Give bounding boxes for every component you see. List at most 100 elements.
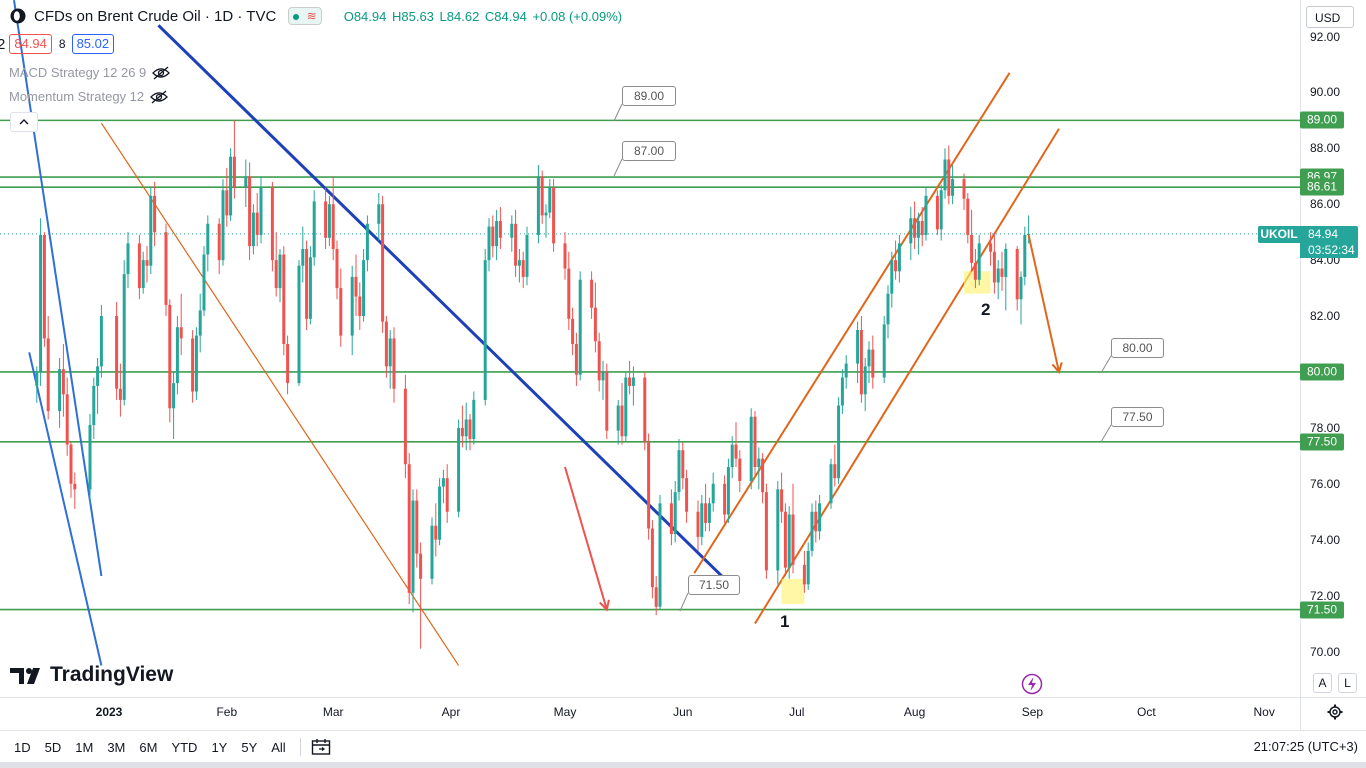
candle bbox=[601, 360, 605, 400]
currency-select[interactable]: USD bbox=[1306, 6, 1354, 28]
candle-body bbox=[464, 419, 468, 437]
callout-80[interactable]: 80.00 bbox=[1111, 338, 1164, 358]
ascending-channel-upper[interactable] bbox=[693, 72, 1011, 574]
candle bbox=[1019, 271, 1023, 325]
wave-icon: ≋ bbox=[306, 9, 317, 23]
candle bbox=[840, 369, 844, 414]
highlight-zone-2[interactable] bbox=[964, 271, 991, 294]
candle bbox=[871, 335, 875, 389]
range-3m-button[interactable]: 3M bbox=[107, 739, 126, 755]
candle bbox=[301, 226, 305, 283]
candle bbox=[206, 215, 210, 272]
forecast-arrow[interactable] bbox=[1027, 234, 1060, 373]
past-arrow[interactable] bbox=[564, 466, 608, 610]
symbol-title[interactable]: CFDs on Brent Crude Oil · 1D · TVC bbox=[34, 7, 277, 25]
candle bbox=[909, 207, 913, 261]
descending-channel-orange[interactable] bbox=[100, 122, 460, 666]
price-tick-label: 90.00 bbox=[1310, 85, 1341, 100]
candle-body bbox=[962, 179, 966, 199]
eye-hidden-icon[interactable] bbox=[152, 66, 171, 80]
candle-body bbox=[305, 248, 309, 319]
indicator-momentum[interactable]: Momentum Strategy 12 bbox=[9, 89, 169, 104]
toolbar-divider bbox=[299, 738, 301, 756]
wave-label-1: 1 bbox=[780, 612, 790, 631]
bid-box[interactable]: 84.94 bbox=[9, 34, 52, 54]
candle-body bbox=[605, 371, 609, 431]
range-1m-button[interactable]: 1M bbox=[75, 739, 94, 755]
wave-label-2: 2 bbox=[981, 300, 991, 319]
range-1d-button[interactable]: 1D bbox=[14, 739, 31, 755]
callout-89[interactable]: 89.00 bbox=[622, 86, 676, 106]
callout-87[interactable]: 87.00 bbox=[622, 141, 676, 161]
compare-pill[interactable]: ≋ bbox=[288, 7, 322, 25]
candle-body bbox=[525, 234, 529, 277]
ask-box[interactable]: 85.02 bbox=[71, 34, 115, 54]
candle bbox=[194, 327, 198, 400]
highlight-zone-1[interactable] bbox=[781, 578, 805, 604]
candle bbox=[590, 271, 594, 319]
candle-body bbox=[677, 450, 681, 493]
settings-gear-icon[interactable] bbox=[1327, 704, 1343, 720]
time-tick-label: Apr bbox=[441, 705, 461, 719]
watermark-text: TradingView bbox=[50, 663, 174, 686]
candle bbox=[244, 159, 248, 208]
candle bbox=[711, 472, 715, 512]
candle-body bbox=[191, 338, 195, 392]
candle-body bbox=[658, 503, 662, 607]
descending-trendline[interactable] bbox=[157, 24, 726, 580]
candle-body bbox=[58, 369, 62, 412]
candle bbox=[548, 179, 552, 219]
candle-body bbox=[791, 514, 795, 565]
indicator-macd[interactable]: MACD Strategy 12 26 9 bbox=[9, 65, 171, 80]
candle-body bbox=[468, 419, 472, 440]
range-6m-button[interactable]: 6M bbox=[139, 739, 158, 755]
ascending-channel-lower[interactable] bbox=[754, 128, 1060, 625]
lightning-icon[interactable] bbox=[1021, 673, 1043, 695]
range-5d-button[interactable]: 5D bbox=[44, 739, 62, 755]
callout-77-50[interactable]: 77.50 bbox=[1111, 407, 1164, 427]
candle-body bbox=[217, 223, 221, 261]
candle bbox=[943, 148, 947, 199]
low-value: L84.62 bbox=[439, 8, 480, 24]
candle bbox=[434, 503, 438, 557]
candle bbox=[935, 190, 939, 235]
descending-thin-blue[interactable] bbox=[28, 352, 103, 666]
descending-thin-blue[interactable] bbox=[13, 0, 103, 577]
level-price-tag: 80.00 bbox=[1300, 363, 1344, 381]
price-tick-label: 88.00 bbox=[1310, 141, 1341, 156]
candle bbox=[818, 494, 822, 540]
range-5y-button[interactable]: 5Y bbox=[241, 739, 258, 755]
candle-body bbox=[137, 243, 141, 289]
candle bbox=[225, 167, 229, 227]
range-ytd-button[interactable]: YTD bbox=[171, 739, 198, 755]
candle-body bbox=[301, 248, 305, 266]
candle-body bbox=[510, 223, 514, 238]
candle-body bbox=[384, 321, 388, 367]
candle-body bbox=[175, 327, 179, 384]
clock-timezone[interactable]: 21:07:25 (UTC+3) bbox=[1253, 739, 1358, 754]
pin-icon[interactable] bbox=[8, 6, 28, 26]
range-all-button[interactable]: All bbox=[271, 739, 286, 755]
auto-scale-button[interactable]: A bbox=[1313, 673, 1332, 693]
collapse-legend-button[interactable] bbox=[10, 112, 38, 132]
candle bbox=[776, 480, 780, 585]
chevron-up-icon bbox=[19, 119, 29, 125]
candle bbox=[365, 215, 369, 272]
candle-body bbox=[970, 234, 974, 263]
price-tick-label: 92.00 bbox=[1310, 29, 1341, 44]
candle-body bbox=[571, 318, 575, 344]
candle bbox=[350, 265, 354, 356]
candle-body bbox=[445, 478, 449, 512]
log-scale-button[interactable]: L bbox=[1338, 673, 1357, 693]
live-price-tag: 84.94 03:52:34 bbox=[1300, 226, 1358, 258]
eye-hidden-icon[interactable] bbox=[150, 90, 169, 104]
candle bbox=[913, 201, 917, 249]
candle-body bbox=[69, 444, 73, 484]
date-range-icon[interactable] bbox=[311, 738, 331, 756]
candle bbox=[977, 234, 981, 286]
candle bbox=[677, 439, 681, 501]
range-1y-button[interactable]: 1Y bbox=[211, 739, 228, 755]
callout-71-50[interactable]: 71.50 bbox=[688, 575, 740, 595]
candle bbox=[685, 469, 689, 523]
